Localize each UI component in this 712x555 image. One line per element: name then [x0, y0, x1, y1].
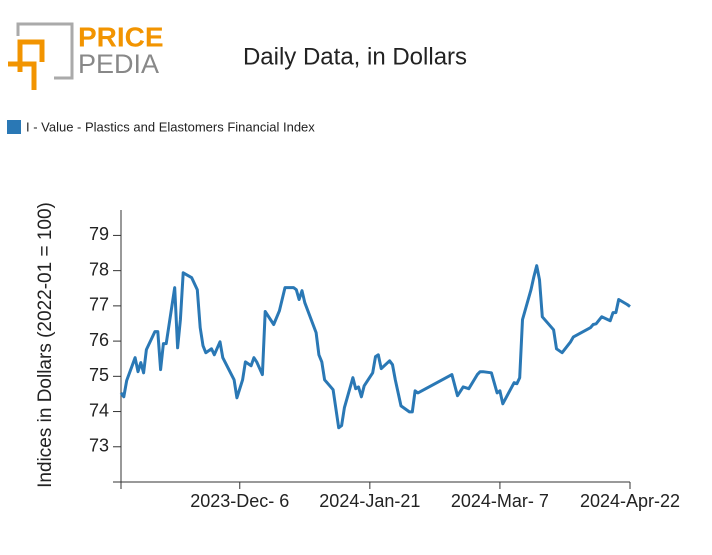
x-tick-label: 2024-Apr-22 [580, 491, 680, 511]
y-axis-label: Indices in Dollars (2022-01 = 100) [35, 202, 56, 488]
y-tick-label: 73 [89, 436, 109, 456]
chart-title: Daily Data, in Dollars [243, 43, 467, 70]
x-tick-label: 2023-Dec- 6 [190, 491, 289, 511]
logo-mark [17, 39, 45, 72]
logo-mark [8, 61, 37, 90]
legend-label: I - Value - Plastics and Elastomers Fina… [26, 119, 315, 134]
x-tick-label: 2024-Jan-21 [319, 491, 420, 511]
y-tick-label: 78 [89, 259, 109, 279]
y-tick-label: 77 [89, 295, 109, 315]
legend-swatch [7, 120, 21, 134]
line-series [119, 264, 631, 430]
y-tick-label: 75 [89, 365, 109, 385]
logo-text: PRICE [78, 21, 164, 52]
y-tick-label: 79 [89, 224, 109, 244]
logo: PRICE PEDIA [8, 21, 164, 90]
y-tick-label: 76 [89, 330, 109, 350]
y-tick-label: 74 [89, 400, 109, 420]
logo-mark [16, 22, 74, 80]
x-tick-label: 2024-Mar- 7 [451, 491, 549, 511]
logo-text: PEDIA [78, 49, 159, 79]
